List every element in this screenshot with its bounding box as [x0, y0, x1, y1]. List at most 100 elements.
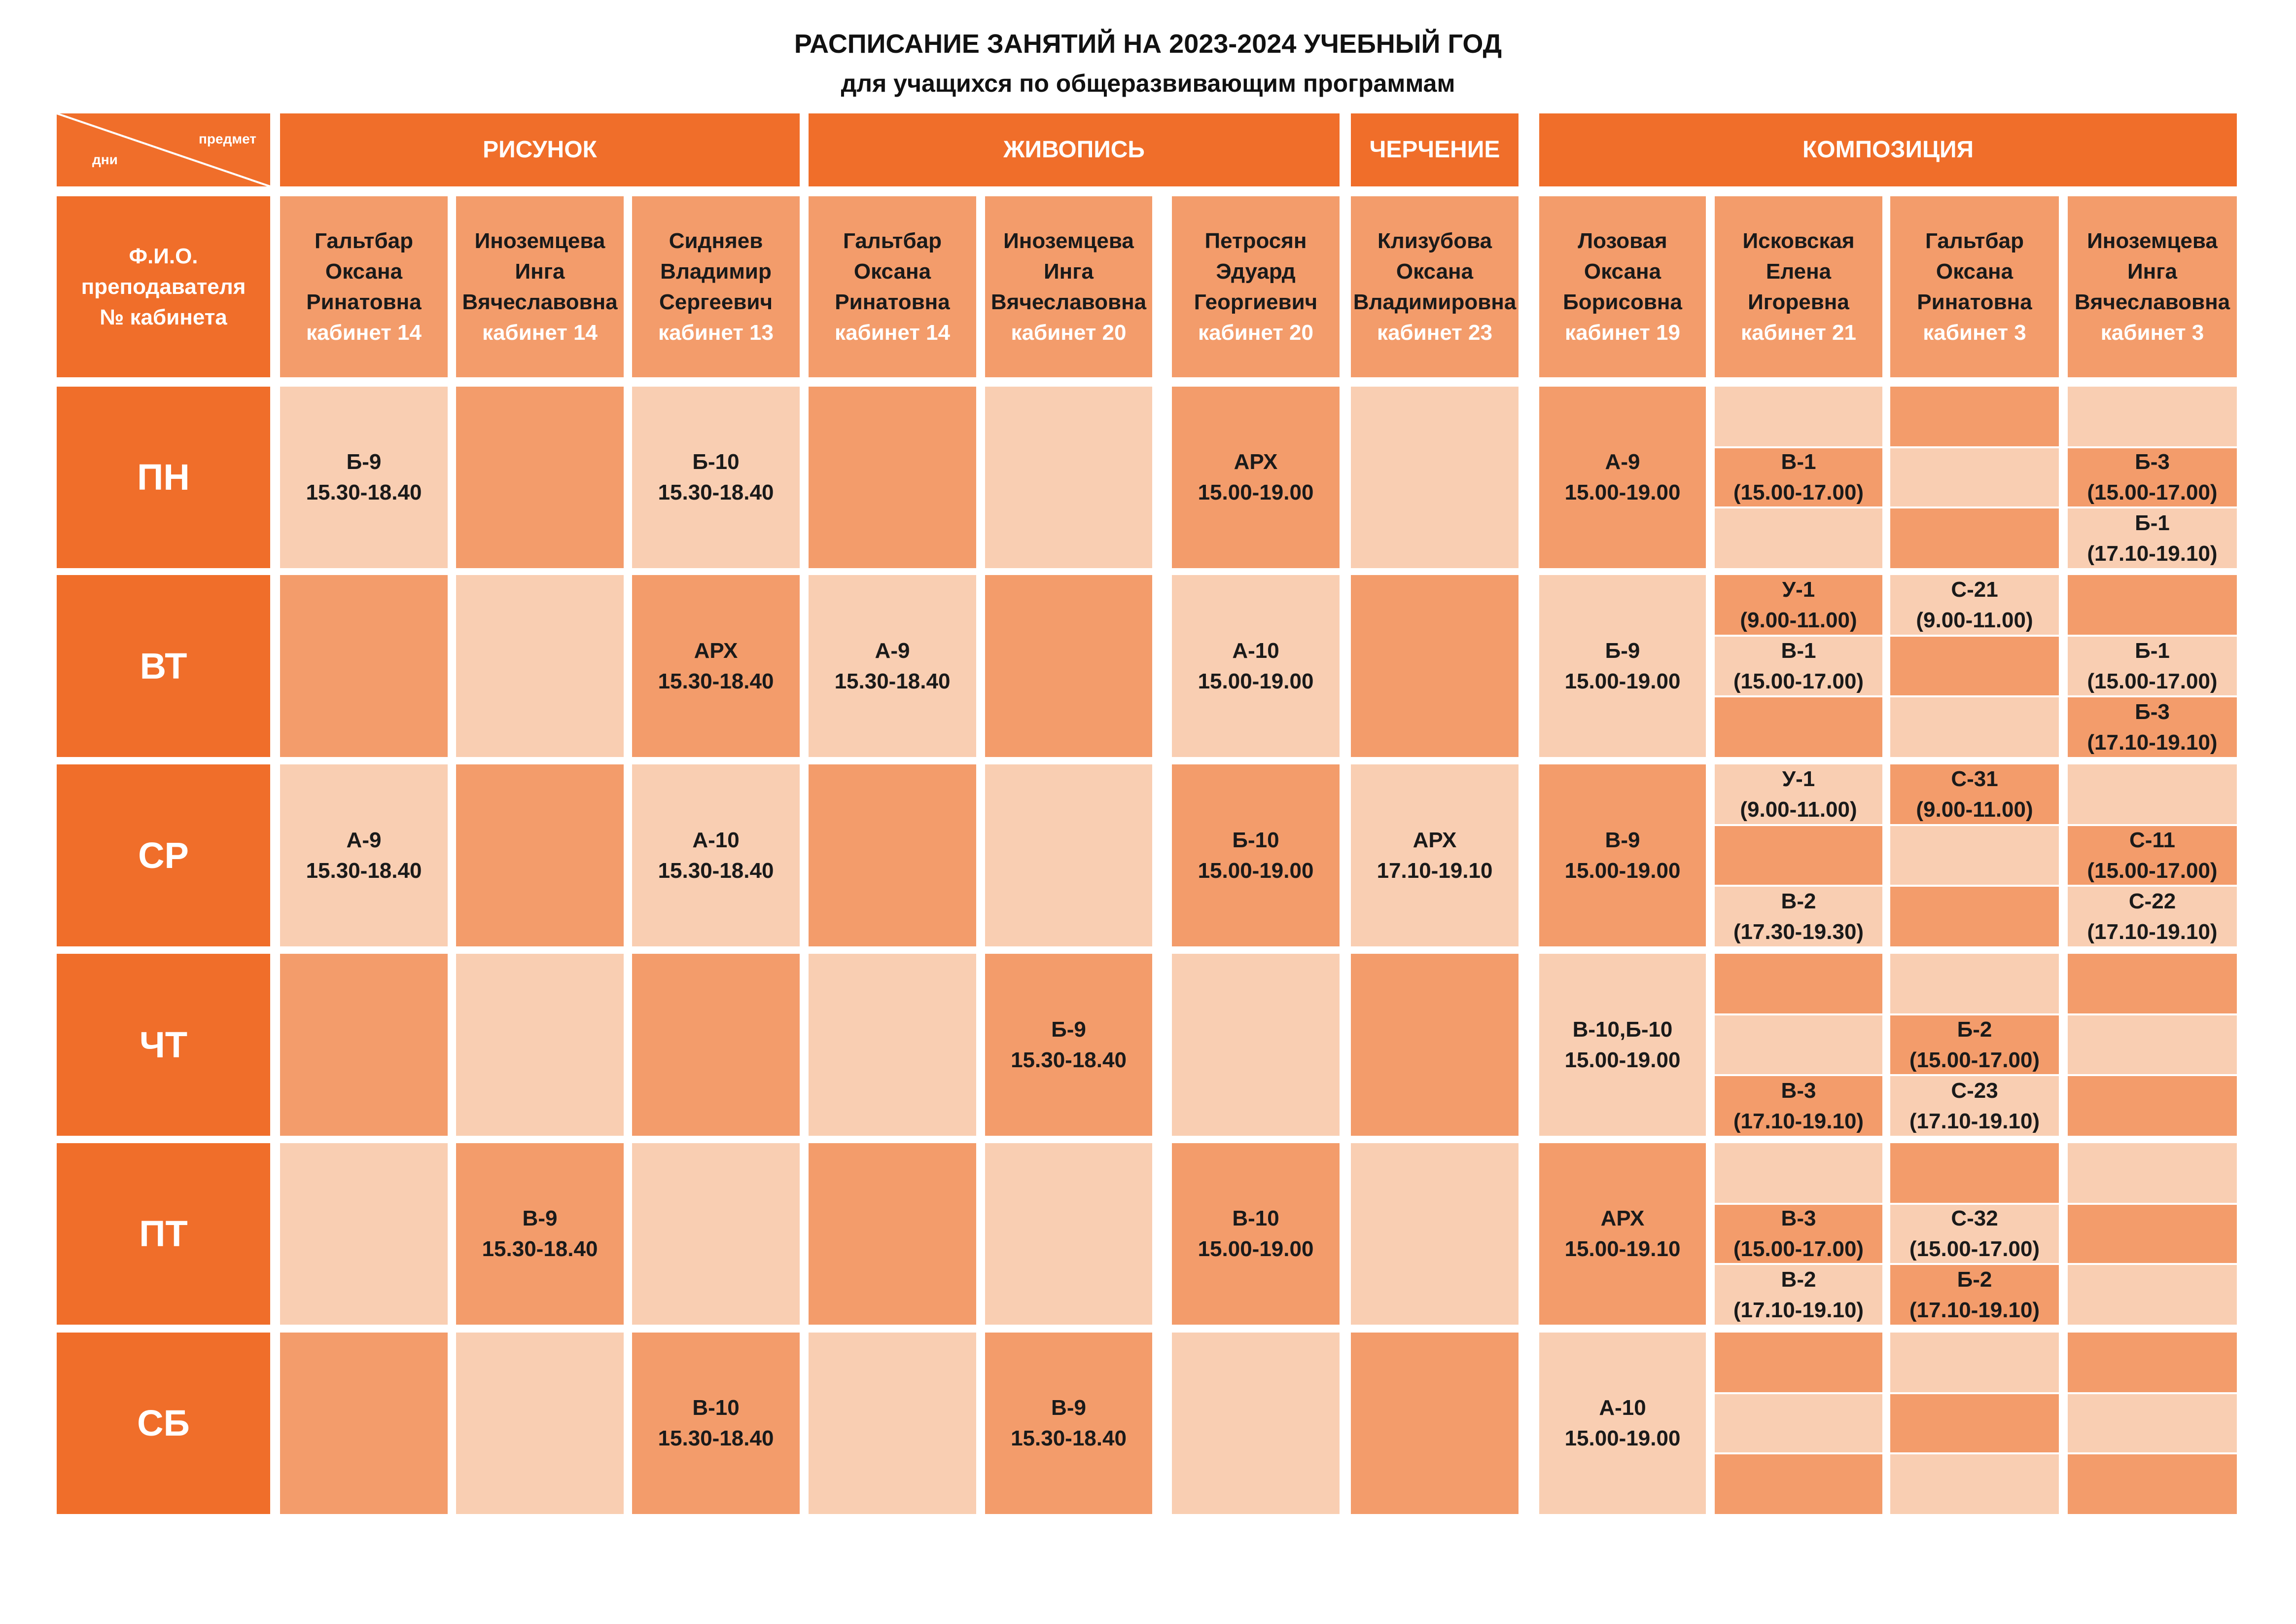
- schedule-cell: [809, 1143, 976, 1325]
- schedule-cell: А-9 15.30-18.40: [280, 764, 448, 946]
- teacher-name: Инга: [1044, 259, 1094, 284]
- teacher-name: Оксана: [1396, 259, 1474, 284]
- schedule-subcell: Б-3 (15.00-17.00): [2068, 448, 2237, 506]
- day-name: ПН: [137, 457, 190, 498]
- schedule-entry: 15.30-18.40: [658, 1426, 774, 1450]
- schedule-cell: [809, 954, 976, 1136]
- schedule-cell: Б-9 15.00-19.00: [1539, 575, 1706, 757]
- room-number: кабинет 13: [658, 320, 774, 345]
- schedule-entry: 15.00-19.00: [1564, 1047, 1681, 1072]
- schedule-subcell: [2068, 1394, 2237, 1452]
- schedule-entry: (15.00-17.00): [2087, 480, 2218, 505]
- corner-label-days: дни: [92, 152, 118, 167]
- schedule-entry: (17.10-19.10): [1909, 1298, 2040, 1322]
- schedule-entry: (9.00-11.00): [1740, 797, 1857, 822]
- teacher-name: Иноземцева: [1003, 228, 1134, 253]
- schedule-entry: В-2: [1781, 1267, 1816, 1292]
- teacher-header-line: преподавателя: [81, 274, 246, 299]
- teacher-name: Ринатовна: [1917, 289, 2032, 314]
- day-label-1: ВТ: [57, 575, 270, 757]
- schedule-entry: 17.10-19.10: [1377, 858, 1493, 883]
- schedule-subcell: [1890, 1143, 2059, 1203]
- schedule-subcell: В-3 (17.10-19.10): [1715, 1076, 1882, 1136]
- teacher-cell: Лозовая Оксана Борисовна кабинет 19: [1539, 196, 1706, 377]
- schedule-cell: В-9 15.30-18.40: [456, 1143, 624, 1325]
- teacher-cell: Гальтбар Оксана Ринатовна кабинет 14: [280, 196, 448, 377]
- schedule-subcell: С-22 (17.10-19.10): [2068, 887, 2237, 946]
- teacher-cell: Иноземцева Инга Вячеславовна кабинет 20: [985, 196, 1152, 377]
- schedule-subcell: [2068, 764, 2237, 824]
- schedule-entry: (15.00-17.00): [2087, 858, 2218, 883]
- schedule-entry: (9.00-11.00): [1740, 608, 1857, 632]
- schedule-cell: [280, 575, 448, 757]
- corner-label-subject: предмет: [199, 131, 256, 146]
- teacher-name: Георгиевич: [1194, 289, 1318, 314]
- schedule-subcell: Б-1 (17.10-19.10): [2068, 508, 2237, 568]
- schedule-subcell: Б-2 (15.00-17.00): [1890, 1015, 2059, 1074]
- day-label-4: ПТ: [57, 1143, 270, 1325]
- room-number: кабинет 14: [482, 320, 598, 345]
- schedule-cell: [1351, 575, 1519, 757]
- page-subtitle: для учащихся по общеразвивающим программ…: [841, 70, 1455, 97]
- schedule-subcell: С-23 (17.10-19.10): [1890, 1076, 2059, 1136]
- teacher-name: Оксана: [1584, 259, 1661, 284]
- schedule-cell: [985, 1143, 1152, 1325]
- schedule-entry: (17.30-19.30): [1733, 919, 1864, 944]
- schedule-entry: (9.00-11.00): [1916, 608, 2033, 632]
- schedule-entry: (17.10-19.10): [2087, 919, 2218, 944]
- day-name: СБ: [137, 1403, 190, 1444]
- schedule-cell: [1172, 954, 1340, 1136]
- schedule-entry: 15.00-19.00: [1198, 1237, 1314, 1261]
- schedule-subcell: У-1 (9.00-11.00): [1715, 575, 1882, 635]
- day-label-5: СБ: [57, 1333, 270, 1514]
- schedule-subcell: [1715, 508, 1882, 568]
- schedule-entry: 15.30-18.40: [658, 858, 774, 883]
- schedule-subcell: [1890, 448, 2059, 506]
- teacher-name: Сергеевич: [659, 289, 773, 314]
- subject-header: РИСУНОК: [280, 113, 800, 186]
- schedule-entry: (17.10-19.10): [2087, 541, 2218, 566]
- schedule-entry: В-9: [1051, 1396, 1086, 1420]
- subject-header: ЖИВОПИСЬ: [809, 113, 1340, 186]
- schedule-entry: (15.00-17.00): [2087, 669, 2218, 693]
- schedule-entry: А-9: [875, 638, 910, 663]
- schedule-entry: 15.30-18.40: [306, 480, 422, 505]
- schedule-entry: С-11: [2129, 828, 2175, 852]
- schedule-subcell: [1715, 1333, 1882, 1392]
- teacher-name: Вячеславовна: [990, 289, 1147, 314]
- schedule-cell: [280, 1143, 448, 1325]
- schedule-cell: [985, 387, 1152, 568]
- teacher-name: Иноземцева: [474, 228, 605, 253]
- teacher-name: Гальтбар: [1925, 228, 2024, 253]
- schedule-subcell: [1715, 1015, 1882, 1074]
- schedule-entry: А-9: [1605, 450, 1640, 474]
- schedule-entry: 15.30-18.40: [658, 669, 774, 693]
- teacher-name: Иноземцева: [2087, 228, 2218, 253]
- teacher-name: Борисовна: [1563, 289, 1682, 314]
- schedule-subcell: [1890, 954, 2059, 1013]
- teacher-name: Вячеславовна: [2074, 289, 2230, 314]
- teacher-cell: Сидняев Владимир Сергеевич кабинет 13: [632, 196, 800, 377]
- schedule-entry: (15.00-17.00): [1733, 1237, 1864, 1261]
- schedule-entry: (17.10-19.10): [2087, 730, 2218, 755]
- room-number: кабинет 20: [1011, 320, 1127, 345]
- schedule-cell: В-10 15.00-19.00: [1172, 1143, 1340, 1325]
- corner-header: предмет дни: [57, 113, 270, 186]
- schedule-entry: (17.10-19.10): [1733, 1298, 1864, 1322]
- schedule-entry: С-21: [1951, 577, 1998, 602]
- schedule-cell: [280, 1333, 448, 1514]
- schedule-entry: 15.00-19.00: [1564, 1426, 1681, 1450]
- schedule-entry: 15.00-19.00: [1198, 858, 1314, 883]
- schedule-cell: Б-9 15.30-18.40: [280, 387, 448, 568]
- teacher-name: Ринатовна: [835, 289, 950, 314]
- teacher-cell: Гальтбар Оксана Ринатовна кабинет 3: [1890, 196, 2059, 377]
- room-number: кабинет 3: [1923, 320, 2026, 345]
- teacher-name: Оксана: [1936, 259, 2013, 284]
- schedule-entry: В-1: [1781, 450, 1816, 474]
- schedule-entry: С-22: [2128, 889, 2176, 913]
- schedule-cell: АРХ 15.00-19.00: [1172, 387, 1340, 568]
- teacher-name: Лозовая: [1578, 228, 1667, 253]
- room-number: кабинет 21: [1741, 320, 1856, 345]
- schedule-subcell: [1890, 887, 2059, 946]
- subject-label: ЧЕРЧЕНИЕ: [1369, 137, 1500, 163]
